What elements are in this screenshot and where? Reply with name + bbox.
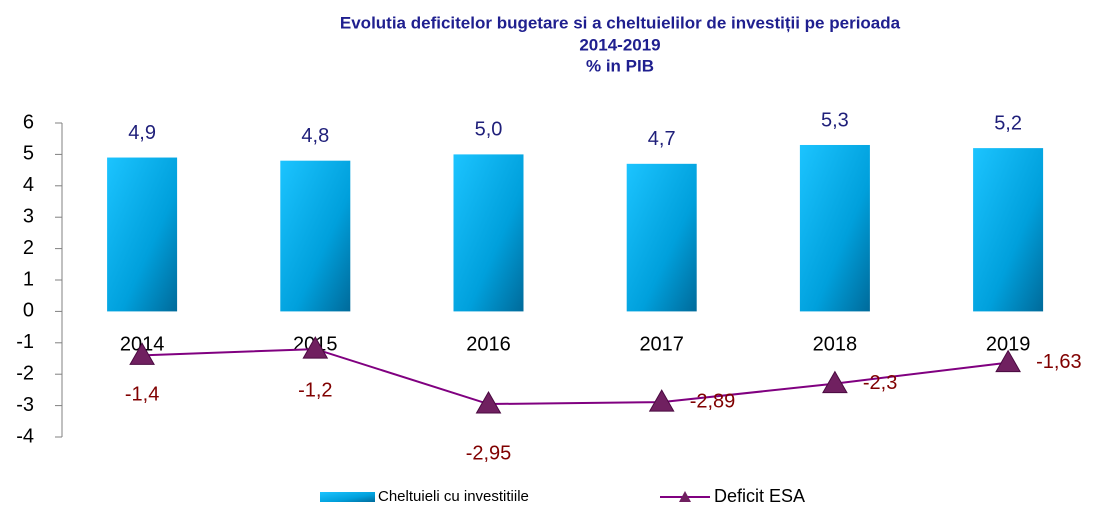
bar: [973, 148, 1044, 312]
legend-label: Cheltuieli cu investitiile: [378, 488, 529, 505]
y-tick-label: 0: [23, 300, 34, 322]
chart-title: 2014-2019: [579, 35, 660, 54]
bar: [453, 154, 524, 312]
chart-title: % in PIB: [586, 56, 654, 75]
y-tick-label: -1: [16, 331, 34, 353]
legend-label: Deficit ESA: [714, 486, 805, 506]
bar: [626, 163, 697, 312]
y-tick-label: -3: [16, 394, 34, 416]
line-value-label: -2,95: [466, 442, 512, 464]
line-marker: [475, 391, 502, 414]
x-tick-label: 2018: [813, 334, 858, 356]
bar: [107, 157, 178, 312]
y-tick-label: 3: [23, 205, 34, 227]
bar: [799, 144, 870, 312]
line-value-label: -1,4: [125, 384, 159, 406]
x-tick-label: 2019: [986, 334, 1031, 356]
bar-value-label: 5,2: [994, 112, 1022, 134]
line-marker: [648, 389, 675, 412]
chart-title: Evolutia deficitelor bugetare si a chelt…: [340, 13, 901, 32]
y-tick-label: 5: [23, 143, 34, 165]
x-tick-label: 2016: [466, 334, 511, 356]
legend-marker: [679, 491, 691, 502]
y-tick-label: 4: [23, 174, 34, 196]
y-tick-label: 6: [23, 111, 34, 133]
line-marker: [129, 342, 155, 365]
line-marker: [995, 349, 1021, 373]
line-marker: [302, 336, 329, 359]
line-value-label: -1,2: [298, 379, 332, 401]
y-tick-label: -2: [16, 362, 34, 384]
bar-value-label: 5,0: [475, 119, 503, 141]
y-tick-label: 1: [23, 268, 34, 290]
line-value-label: -2,3: [863, 372, 897, 394]
line-value-label: -2,89: [690, 390, 736, 412]
y-tick-label: -4: [16, 425, 34, 447]
bar-value-label: 4,8: [301, 125, 329, 147]
bar-value-label: 5,3: [821, 109, 849, 131]
bar-value-label: 4,7: [648, 128, 676, 150]
line-value-label: -1,63: [1036, 351, 1082, 373]
bar: [280, 160, 351, 312]
legend-swatch: [320, 492, 375, 502]
x-tick-label: 2017: [639, 334, 684, 356]
bar-value-label: 4,9: [128, 122, 156, 144]
line: [142, 348, 1009, 406]
y-tick-label: 2: [23, 237, 34, 259]
line-marker: [822, 370, 848, 394]
